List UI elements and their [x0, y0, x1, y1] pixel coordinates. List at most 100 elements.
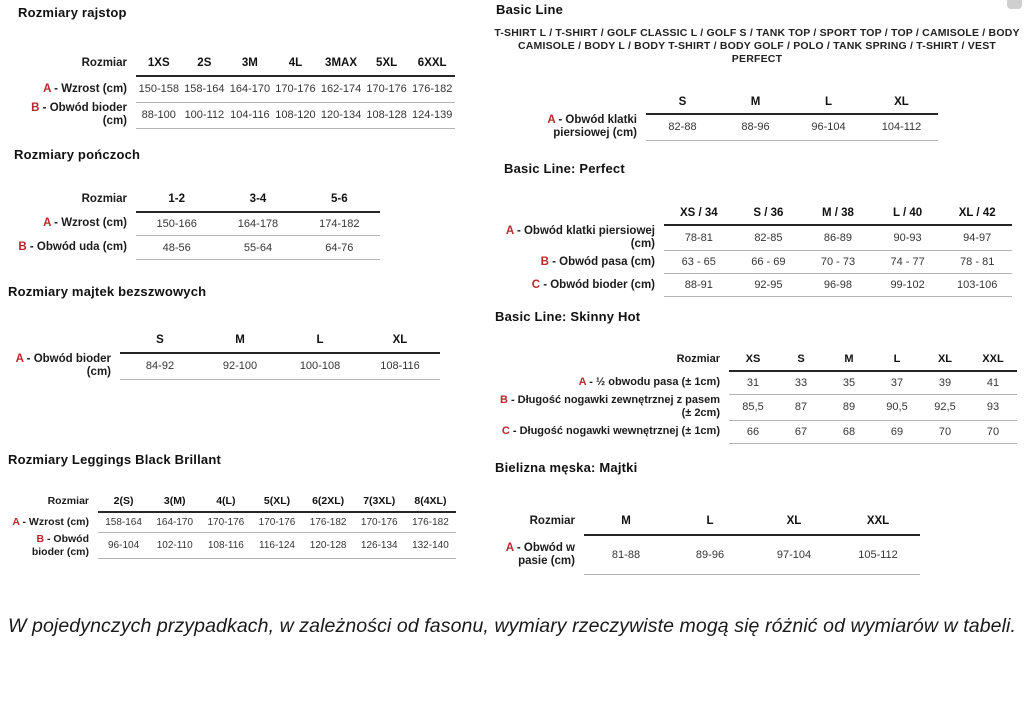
section-title-skinny-hot: Basic Line: Skinny Hot	[495, 309, 641, 324]
column-header: M	[584, 508, 668, 536]
table-row: A - Wzrost (cm) 150-166 164-178 174-182	[8, 211, 380, 236]
column-header: L	[792, 90, 865, 115]
basic-line-size-table: S M L XL A - Obwód klatki piersiowej (cm) 82-…	[490, 90, 938, 141]
cell-value: 68	[825, 420, 873, 444]
cell-value: 158-164	[181, 76, 228, 103]
left-column: Rozmiary rajstop Rozmiar 1XS 2S 3M 4L 3MAX 5XL…	[8, 0, 484, 575]
rajstop-size-table: Rozmiar 1XS 2S 3M 4L 3MAX 5XL 6XXL A - Wzrost (c…	[8, 50, 455, 129]
cell-value: 93	[969, 394, 1017, 421]
dimension-letter: A	[43, 217, 51, 229]
header-row: Rozmiar 2(S) 3(M) 4(L) 5(XL) 6(2XL) 7(3XL) 8(4X…	[8, 490, 456, 513]
basic-line-products-list: T-SHIRT L / T-SHIRT / GOLF CLASSIC L / G…	[494, 27, 1020, 65]
cell-value: 90-93	[872, 224, 943, 251]
column-header: M / 38	[803, 201, 873, 226]
column-header: XL	[865, 90, 938, 115]
section-title-rajstop: Rozmiary rajstop	[18, 5, 127, 20]
disclaimer-text: W pojedynczych przypadkach, w zależności…	[8, 615, 1016, 637]
row-label: A - Obwód w pasie (cm)	[505, 541, 575, 567]
dimension-letter: B	[36, 532, 45, 545]
section-title-ponczoch: Rozmiary pończoch	[14, 146, 141, 162]
table-row: B - Obwód pasa (cm) 63 - 65 66 - 69 70 - 73…	[490, 250, 1012, 274]
cell-value: 74 - 77	[872, 250, 943, 274]
cell-value: 35	[825, 371, 873, 395]
cell-value: 82-85	[733, 224, 804, 251]
cell-value: 78 - 81	[942, 250, 1012, 274]
cell-value: 88-100	[136, 102, 182, 129]
column-header: 3-4	[217, 187, 299, 213]
cell-value: 124-139	[409, 102, 455, 129]
cell-value: 170-176	[272, 76, 319, 103]
cell-value: 70 - 73	[803, 250, 873, 274]
cell-value: 162-174	[318, 76, 364, 103]
majtek-size-table: S M L XL A - Obwód bioder (cm) 84-92 92-100 100…	[8, 327, 440, 380]
cell-value: 87	[777, 394, 825, 421]
dimension-letter: B	[31, 102, 40, 114]
size-header-label: Rozmiar	[47, 494, 89, 507]
dimension-letter: A	[43, 82, 51, 95]
cell-value: 158-164	[98, 511, 150, 533]
section-basic-line-perfect: Basic Line: Perfect XS / 34 S / 36 M / 38 L…	[490, 161, 1024, 297]
row-label: C - Długość nogawki wewnętrznej (± 1cm)	[501, 425, 720, 437]
column-header: 3M	[227, 50, 273, 77]
cell-value: 86-89	[803, 224, 873, 251]
cell-value: 176-182	[404, 511, 456, 533]
column-header: 6(2XL)	[302, 490, 354, 513]
row-label: A - Wzrost (cm)	[43, 82, 127, 95]
cell-value: 176-182	[302, 511, 354, 533]
size-header-label	[8, 327, 120, 353]
row-label: B - Obwód bioder (cm)	[31, 102, 127, 127]
cell-value: 78-81	[664, 224, 734, 251]
cell-value: 88-96	[719, 114, 792, 141]
cell-value: 90,5	[873, 394, 921, 421]
section-title-basic-line: Basic Line	[496, 2, 564, 17]
section-bielizna-meska: Bielizna męska: Majtki Rozmiar M L XL XXL A -…	[490, 460, 1024, 575]
table-row: A - ½ obwodu pasa (± 1cm) 31 33 35 37 39 41	[490, 371, 1017, 395]
dimension-letter: B	[499, 394, 508, 406]
column-header: 7(3XL)	[353, 490, 405, 513]
section-basic-line: Basic Line T-SHIRT L / T-SHIRT / GOLF CL…	[490, 2, 1024, 141]
row-label: A - Obwód bioder (cm)	[15, 353, 111, 378]
cell-value: 48-56	[136, 235, 218, 260]
column-header: XL	[752, 508, 836, 536]
cell-value: 164-170	[149, 511, 201, 533]
row-label: A - Wzrost (cm)	[43, 217, 127, 229]
cell-value: 126-134	[353, 532, 405, 559]
column-header: M	[200, 327, 280, 354]
section-title-leggings: Rozmiary Leggings Black Brillant	[8, 451, 222, 467]
cell-value: 55-64	[217, 235, 299, 260]
row-label: A - Obwód klatki piersiowej (cm)	[505, 224, 655, 250]
table-row: B - Obwód bioder (cm) 88-100 100-112 104-11…	[8, 102, 455, 129]
leggings-size-table: Rozmiar 2(S) 3(M) 4(L) 5(XL) 6(2XL) 7(3XL) 8(4X…	[8, 490, 456, 559]
cell-value: 33	[777, 371, 825, 395]
cell-value: 103-106	[942, 273, 1012, 297]
column-header: 2S	[181, 50, 228, 77]
table-row: C - Obwód bioder (cm) 88-91 92-95 96-98 99-1…	[490, 273, 1012, 297]
cell-value: 96-98	[803, 273, 873, 297]
cell-value: 81-88	[584, 534, 668, 575]
cell-value: 85,5	[729, 394, 777, 421]
column-header: 1-2	[136, 187, 218, 213]
cell-value: 170-176	[200, 511, 252, 533]
dimension-letter: C	[501, 425, 510, 437]
header-row: Rozmiar 1XS 2S 3M 4L 3MAX 5XL 6XXL	[8, 50, 455, 77]
column-header: XS / 34	[664, 201, 734, 226]
table-row: A - Obwód klatki piersiowej (cm) 82-88 88-…	[490, 114, 938, 141]
cell-value: 150-166	[136, 211, 218, 236]
size-header-label: Rozmiar	[529, 515, 575, 527]
cell-value: 84-92	[120, 353, 200, 380]
section-leggings: Rozmiary Leggings Black Brillant Rozmiar…	[8, 451, 484, 559]
scrollbar-thumb[interactable]	[1007, 0, 1022, 9]
row-label: B - Obwód pasa (cm)	[540, 255, 655, 268]
header-row: XS / 34 S / 36 M / 38 L / 40 XL / 42	[490, 201, 1012, 226]
row-label: A - Obwód klatki piersiowej (cm)	[547, 114, 637, 139]
cell-value: 41	[969, 371, 1017, 395]
column-header: XS	[729, 348, 777, 372]
dimension-letter: A	[547, 114, 556, 126]
cell-value: 170-176	[363, 76, 410, 103]
dimension-letter: A	[505, 224, 514, 237]
cell-value: 66 - 69	[733, 250, 804, 274]
cell-value: 92,5	[921, 394, 969, 421]
size-header-label: Rozmiar	[676, 353, 720, 365]
cell-value: 92-100	[200, 353, 280, 380]
